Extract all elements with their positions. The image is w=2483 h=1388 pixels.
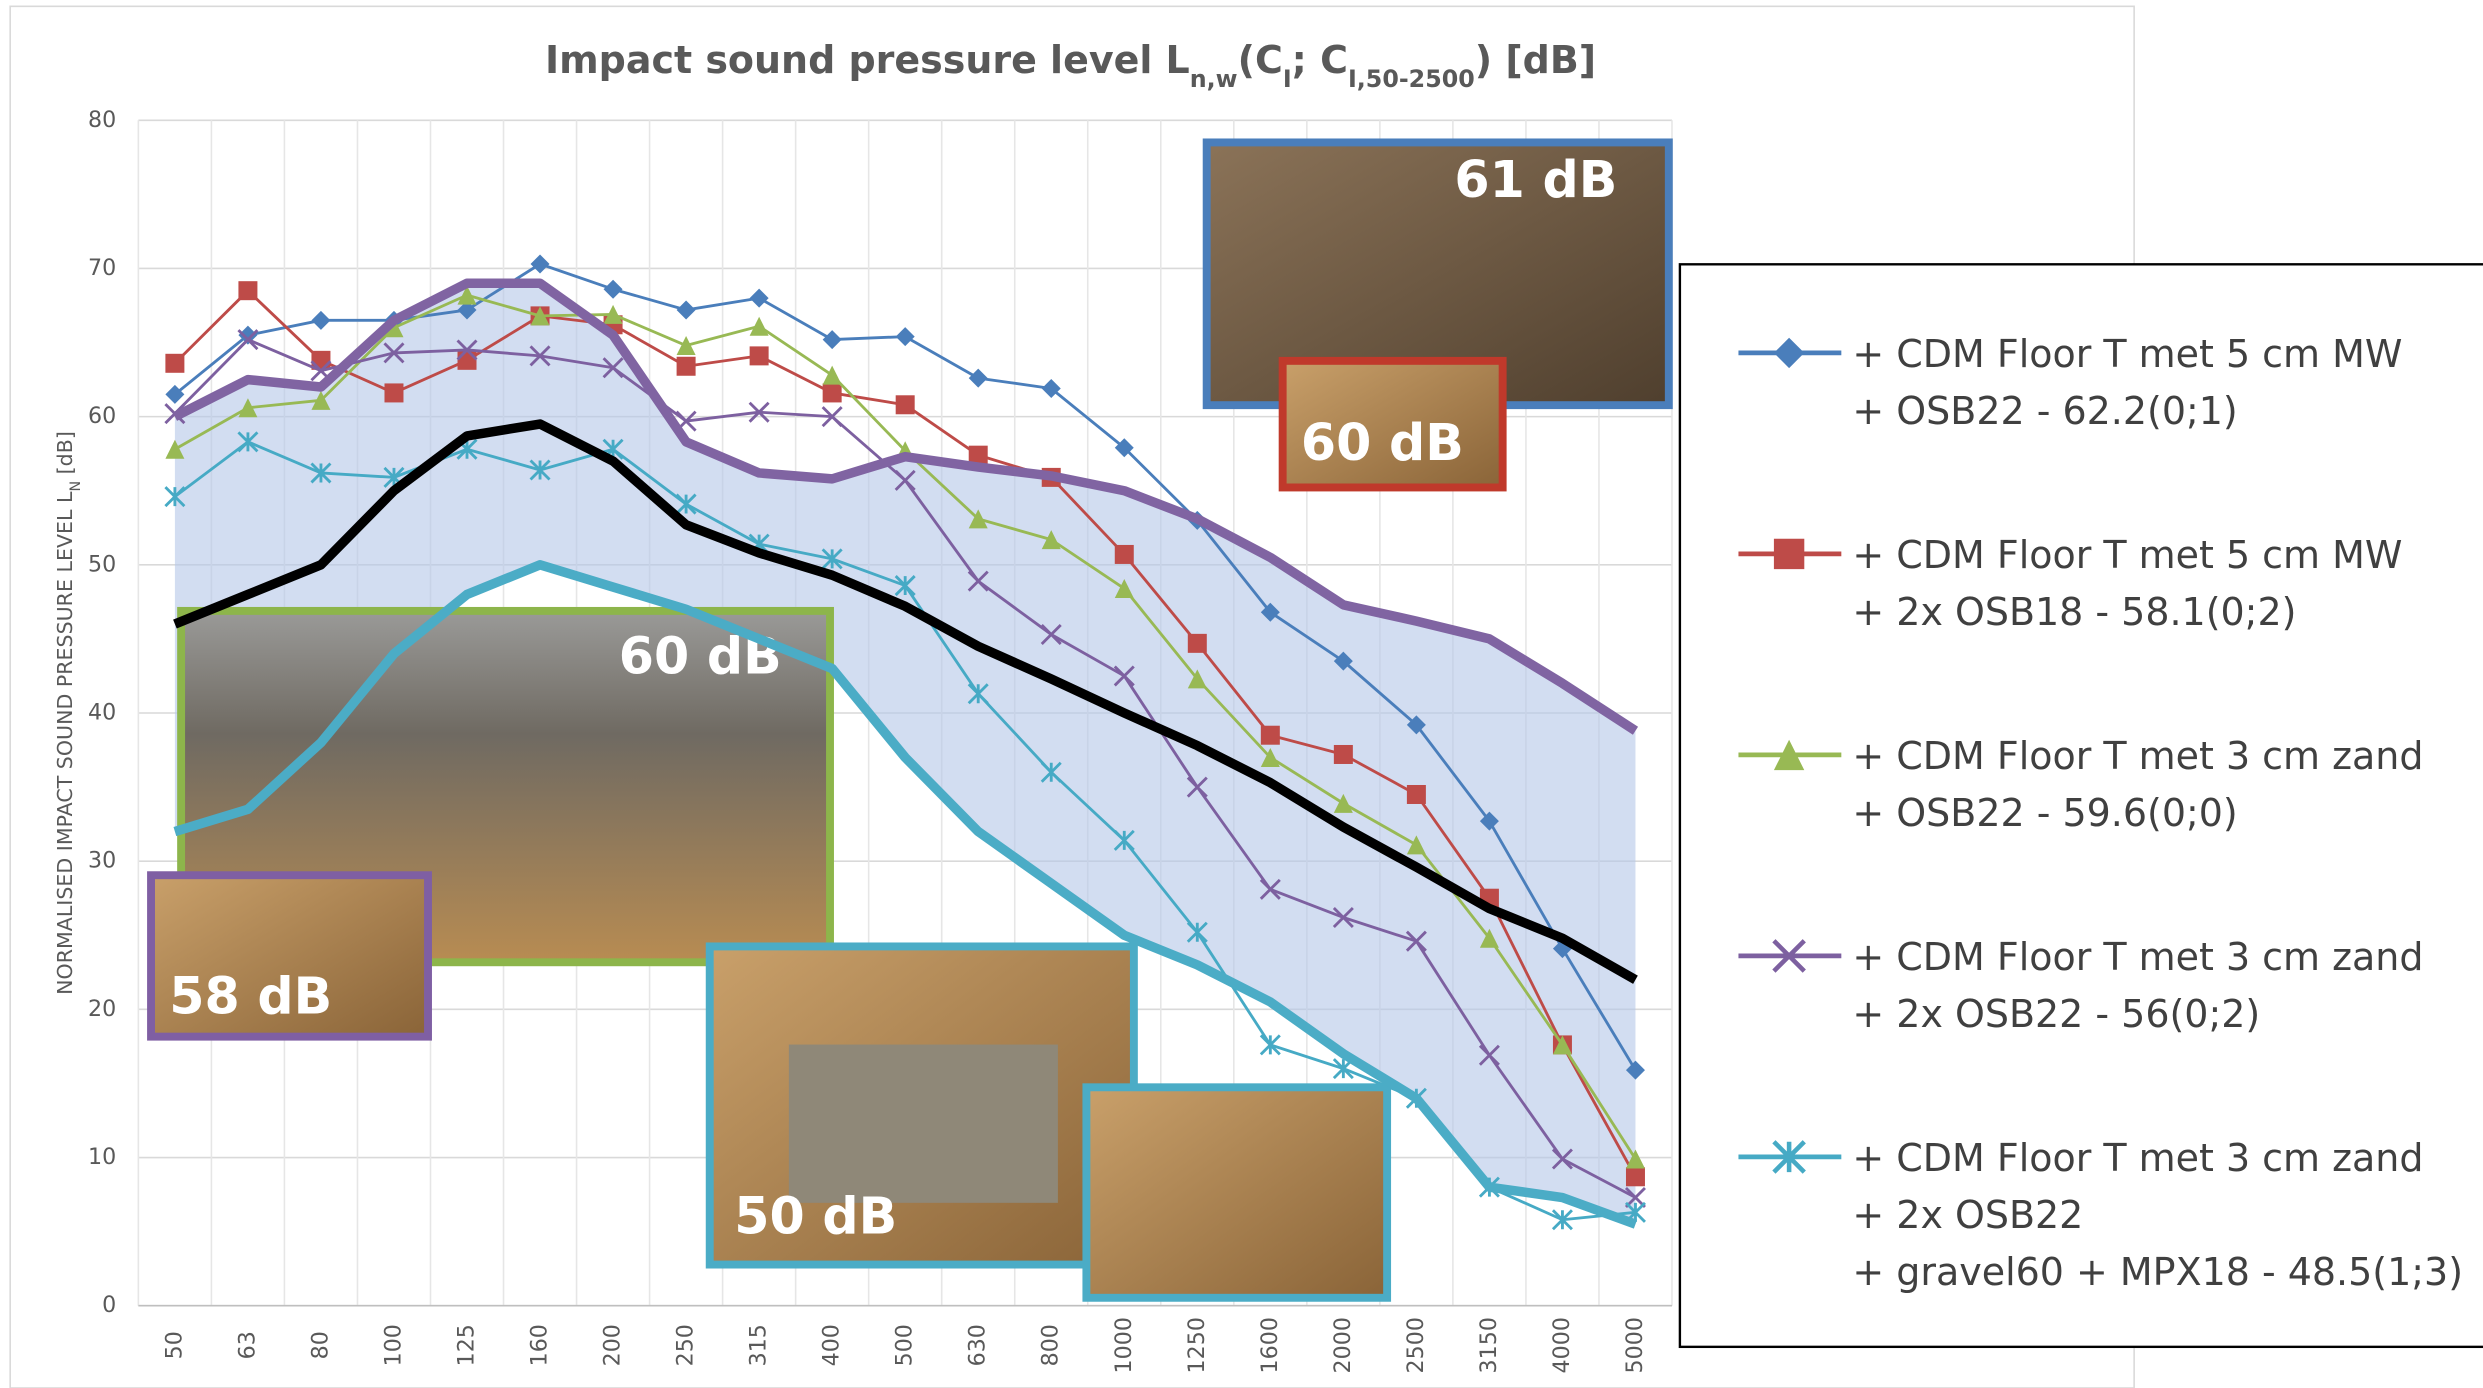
x-tick-label: 315 (746, 1324, 772, 1366)
marker (458, 351, 477, 370)
x-tick-label: 200 (600, 1324, 626, 1366)
x-tick-label: 5000 (1622, 1317, 1648, 1373)
title-part: (C (1238, 38, 1283, 82)
x-tick-label: 160 (527, 1324, 553, 1366)
title-part: n,w (1190, 65, 1238, 93)
y-tick-label: 30 (88, 848, 116, 874)
y-tick-label: 40 (88, 699, 116, 725)
y-tick-label: 70 (88, 255, 116, 281)
marker (750, 346, 769, 365)
x-tick-label: 400 (819, 1324, 845, 1366)
y-tick-label: 20 (88, 996, 116, 1022)
y-tick-label: 60 (88, 403, 116, 429)
x-tick-label: 1250 (1184, 1317, 1210, 1373)
title-part: ; C (1292, 38, 1348, 82)
marker (1407, 785, 1426, 804)
photo (1086, 1087, 1387, 1297)
annotation: 60 dB (1301, 413, 1464, 472)
annotation: 58 dB (169, 967, 332, 1026)
marker (238, 281, 257, 300)
x-tick-label: 63 (234, 1331, 260, 1359)
annotation: 61 dB (1454, 150, 1617, 209)
y-tick-label: 10 (88, 1144, 116, 1170)
x-tick-label: 1600 (1257, 1317, 1283, 1373)
x-tick-label: 125 (454, 1324, 480, 1366)
marker (384, 383, 403, 402)
x-tick-label: 500 (892, 1324, 918, 1366)
marker (1774, 539, 1804, 569)
title-part: I (1283, 65, 1292, 93)
marker (896, 395, 915, 414)
x-tick-label: 3150 (1476, 1317, 1502, 1373)
marker (1188, 634, 1207, 653)
x-tick-label: 80 (307, 1331, 333, 1359)
marker (677, 357, 696, 376)
x-tick-label: 800 (1038, 1324, 1064, 1366)
marker (1261, 726, 1280, 745)
x-tick-label: 1000 (1111, 1317, 1137, 1373)
title-part: Impact sound pressure level L (545, 38, 1190, 82)
x-tick-label: 50 (161, 1331, 187, 1359)
x-tick-label: 250 (673, 1324, 699, 1366)
y-label-part: [dB] (53, 431, 77, 481)
x-tick-label: 4000 (1549, 1317, 1575, 1373)
title-part: ) [dB] (1475, 38, 1596, 82)
x-tick-label: 630 (965, 1324, 991, 1366)
marker (823, 383, 842, 402)
y-label-part: N (68, 481, 84, 492)
y-tick-label: 80 (88, 107, 116, 133)
chart: 0 10 20 30 40 50 60 70 80 50 63 80 100 125 160 200 250 31… (0, 0, 2483, 1388)
x-tick-label: 2500 (1403, 1317, 1429, 1373)
marker (165, 354, 184, 373)
photo-detail (789, 1045, 1058, 1203)
annotation: 50 dB (734, 1187, 897, 1246)
x-tick-label: 2000 (1330, 1317, 1356, 1373)
y-label-part: NORMALISED IMPACT SOUND PRESSURE LEVEL L (53, 491, 77, 995)
marker (1115, 545, 1134, 564)
marker (1334, 745, 1353, 764)
x-tick-label: 100 (380, 1324, 406, 1366)
title-part: I,50-2500 (1348, 65, 1475, 93)
y-tick-label: 0 (102, 1292, 116, 1318)
y-tick-label: 50 (88, 551, 116, 577)
marker (1626, 1167, 1645, 1186)
